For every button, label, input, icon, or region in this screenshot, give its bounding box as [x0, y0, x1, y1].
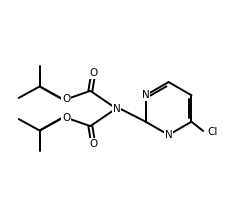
Text: N: N	[142, 90, 150, 100]
Text: O: O	[62, 113, 70, 123]
Text: O: O	[90, 139, 98, 149]
Text: N: N	[113, 104, 121, 113]
Text: O: O	[90, 68, 98, 78]
Text: Cl: Cl	[207, 127, 217, 137]
Text: O: O	[62, 94, 70, 104]
Text: N: N	[165, 130, 173, 140]
